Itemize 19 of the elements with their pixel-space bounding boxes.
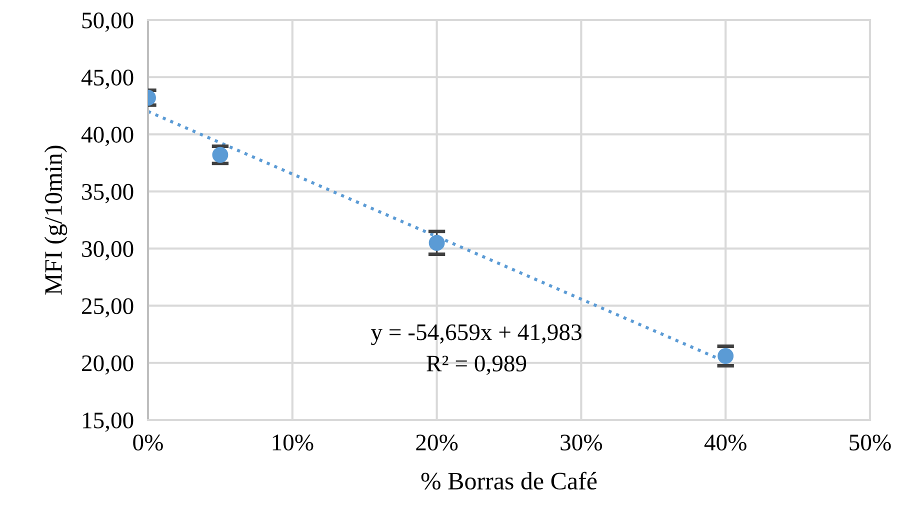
x-tick-label: 50% [850, 434, 891, 451]
y-tick-label: 25,00 [82, 298, 134, 318]
y-tick-label: 30,00 [82, 241, 134, 260]
y-axis-title: MFI (g/10min) [44, 146, 68, 295]
point [718, 348, 734, 364]
x-tick-label: 0% [133, 434, 163, 451]
x-tick-label: 40% [704, 434, 746, 451]
y-tick-label: 40,00 [81, 126, 134, 146]
x-axis-title: % Borras de Café [421, 472, 597, 490]
x-tick-label: 30% [560, 434, 602, 451]
x-tick-label: 10% [272, 434, 314, 451]
y-tick-label: 45,00 [81, 70, 134, 89]
point [428, 234, 445, 251]
x-tick-label: 20% [416, 434, 458, 451]
annotation: y = -54,659x + 41,983 R² = 0,989 [371, 324, 582, 375]
y-tick-label: 50,00 [82, 12, 134, 32]
y-tick-label: 15,00 [83, 412, 134, 432]
y-tick-label: 20,00 [82, 355, 134, 375]
y-tick-label: 35,00 [82, 184, 134, 204]
